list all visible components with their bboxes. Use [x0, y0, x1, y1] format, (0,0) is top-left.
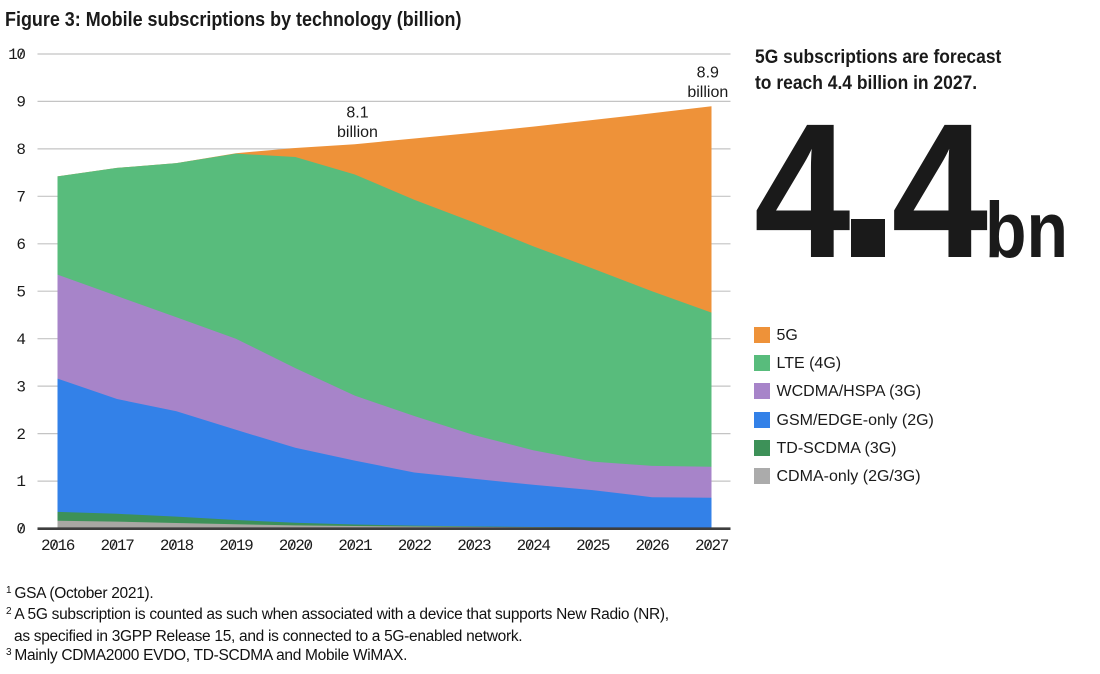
svg-text:2019: 2019	[219, 537, 253, 555]
svg-text:2017: 2017	[100, 537, 134, 555]
svg-text:2021: 2021	[338, 537, 372, 555]
svg-text:7: 7	[16, 189, 25, 207]
svg-text:9: 9	[16, 94, 25, 112]
svg-text:billion: billion	[687, 84, 728, 101]
svg-text:8.9: 8.9	[697, 65, 719, 82]
svg-text:0: 0	[16, 521, 25, 539]
svg-text:2023: 2023	[457, 537, 491, 555]
svg-text:1: 1	[16, 473, 25, 491]
svg-text:2026: 2026	[635, 537, 669, 555]
svg-text:8.1: 8.1	[346, 105, 368, 122]
svg-text:2024: 2024	[517, 537, 551, 555]
svg-text:2025: 2025	[576, 537, 610, 555]
svg-text:2016: 2016	[41, 537, 75, 555]
svg-text:2018: 2018	[160, 537, 194, 555]
svg-text:5: 5	[16, 283, 25, 301]
svg-text:3: 3	[16, 378, 25, 396]
svg-text:8: 8	[16, 141, 25, 159]
svg-text:2020: 2020	[279, 537, 313, 555]
svg-text:4: 4	[16, 331, 25, 349]
svg-text:2027: 2027	[695, 537, 729, 555]
svg-text:2022: 2022	[398, 537, 432, 555]
svg-text:2: 2	[16, 426, 25, 444]
svg-text:6: 6	[16, 236, 25, 254]
svg-text:10: 10	[8, 46, 25, 64]
svg-text:billion: billion	[337, 124, 378, 141]
